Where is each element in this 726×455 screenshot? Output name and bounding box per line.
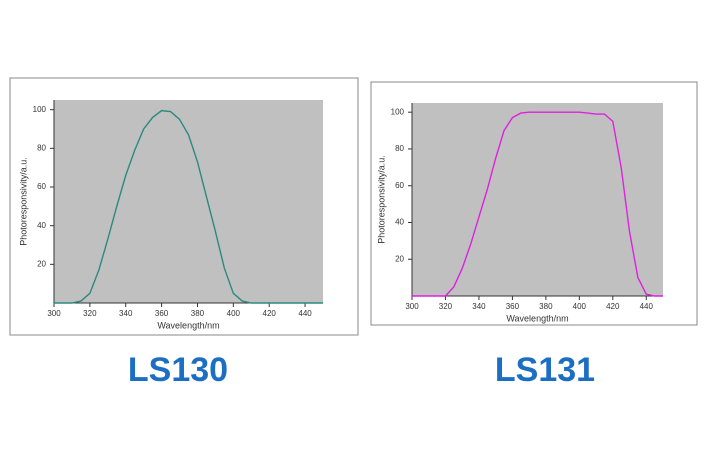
x-tick-label: 440 (640, 302, 654, 311)
y-tick-label: 40 (395, 218, 404, 227)
plot-area (412, 103, 663, 296)
x-tick-label: 420 (606, 302, 620, 311)
y-tick-label: 80 (395, 144, 404, 153)
y-tick-label: 60 (37, 182, 46, 191)
x-axis-label: Wavelength/nm (157, 320, 219, 330)
caption: LS131 (495, 351, 595, 389)
y-tick-label: 100 (33, 105, 47, 114)
x-tick-label: 360 (155, 309, 169, 318)
x-tick-label: 380 (539, 302, 553, 311)
y-tick-label: 20 (395, 254, 404, 263)
x-tick-label: 340 (119, 309, 133, 318)
x-tick-label: 320 (83, 309, 97, 318)
x-tick-label: 420 (263, 309, 277, 318)
x-tick-label: 340 (472, 302, 486, 311)
x-tick-label: 380 (191, 309, 205, 318)
y-tick-label: 100 (391, 107, 405, 116)
y-tick-label: 20 (37, 259, 46, 268)
plot-area (54, 100, 323, 303)
y-axis-label: Photoresponsivity/a.u. (18, 157, 28, 246)
x-tick-label: 320 (439, 302, 453, 311)
x-tick-label: 360 (506, 302, 520, 311)
x-tick-label: 440 (298, 309, 312, 318)
y-tick-label: 60 (395, 181, 404, 190)
caption: LS130 (128, 351, 228, 389)
x-tick-label: 400 (227, 309, 241, 318)
data-line (412, 111, 663, 297)
x-tick-label: 300 (47, 309, 61, 318)
x-tick-label: 300 (405, 302, 419, 311)
x-tick-label: 400 (573, 302, 587, 311)
y-tick-label: 40 (37, 221, 46, 230)
x-axis-label: Wavelength/nm (506, 313, 568, 323)
data-line (54, 109, 323, 304)
y-tick-label: 80 (37, 143, 46, 152)
y-axis-label: Photoresponsivity/a.u. (376, 155, 386, 244)
